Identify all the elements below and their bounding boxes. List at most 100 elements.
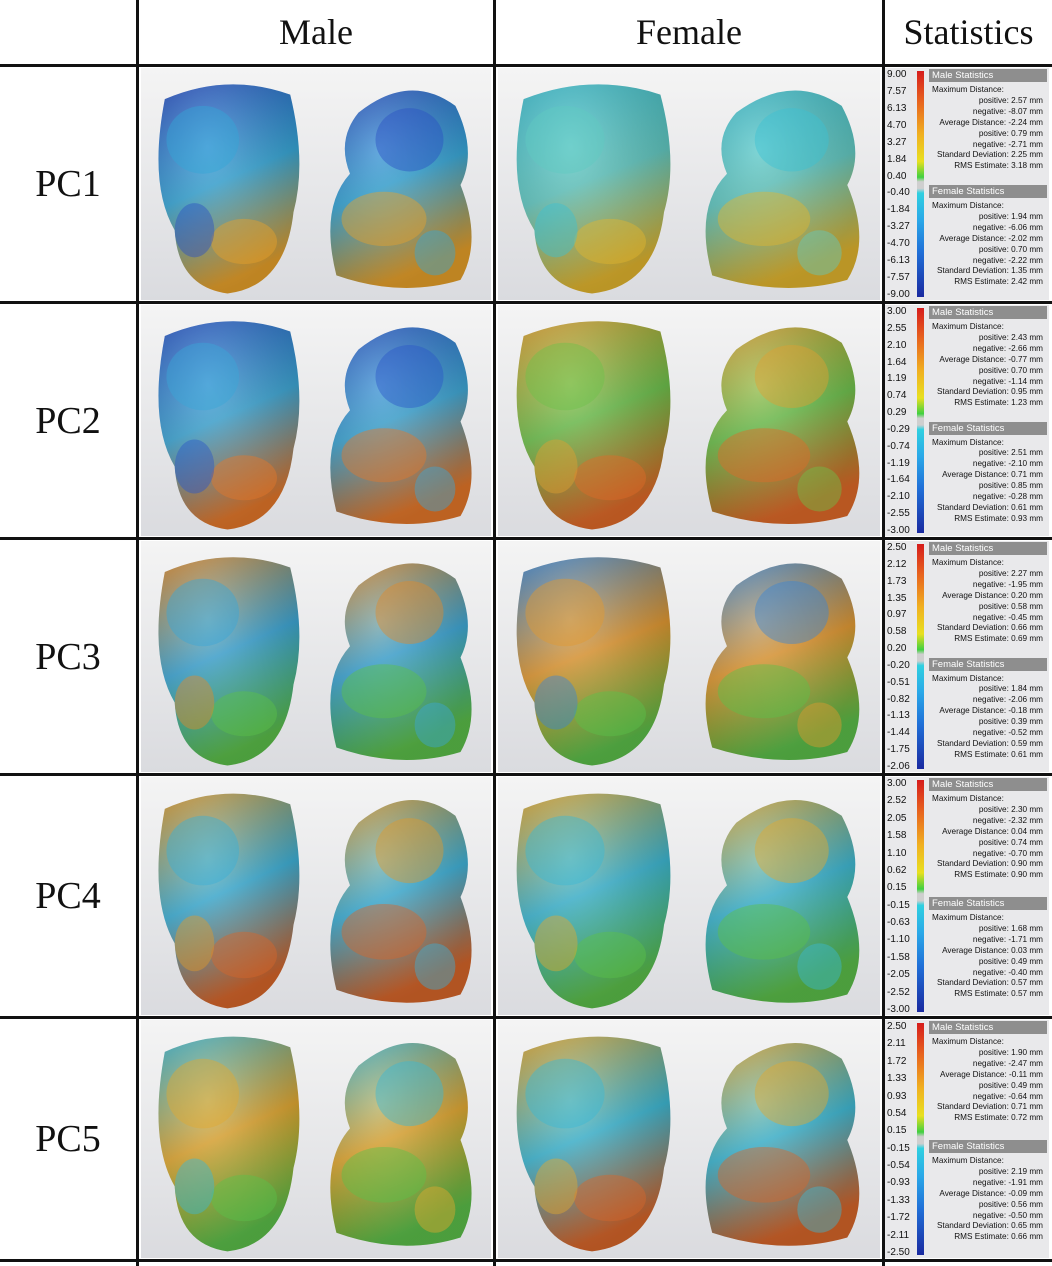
statistics-panel: 9.00 7.57 6.13 4.70 3.27 1.84 0.40 -0.40 -1.84 -3…: [885, 68, 1049, 300]
scale-tick: -4.70: [887, 238, 910, 250]
female-bone-view-front: [516, 84, 671, 294]
scale-tick: -0.40: [887, 187, 910, 199]
max-positive: positive: 2.51 mm: [978, 448, 1043, 458]
avg-negative: negative: -0.40 mm: [972, 967, 1043, 977]
rms-estimate: RMS Estimate: 0.90 mm: [954, 870, 1043, 880]
scale-tick: 0.74: [887, 390, 907, 402]
max-negative: negative: -2.32 mm: [972, 815, 1043, 825]
rms-estimate: RMS Estimate: 0.66 mm: [954, 1232, 1043, 1242]
male-bone-view-side: [330, 563, 472, 760]
scale-tick: 1.72: [887, 1055, 907, 1067]
scale-tick: -1.33: [887, 1194, 910, 1206]
standard-deviation: Standard Deviation: 0.95 mm: [936, 387, 1043, 397]
max-positive: positive: 2.43 mm: [978, 332, 1043, 342]
scale-tick: -2.06: [887, 761, 910, 772]
standard-deviation: Standard Deviation: 0.66 mm: [936, 623, 1043, 633]
scale-tick: -2.05: [887, 969, 910, 981]
row-label: PC5: [35, 1118, 101, 1160]
male-bone-view-front: [158, 1036, 300, 1252]
average-distance: Average Distance: 0.20 mm: [942, 590, 1043, 600]
scale-tick: 0.62: [887, 864, 907, 876]
color-scale-bar: [917, 780, 924, 1012]
male-render: [141, 68, 491, 300]
standard-deviation: Standard Deviation: 0.57 mm: [936, 978, 1043, 988]
avg-negative: negative: -0.52 mm: [972, 728, 1043, 738]
female-render: [498, 1020, 880, 1258]
maximum-distance-label: Maximum Distance:: [932, 322, 1004, 331]
average-distance: Average Distance: -2.02 mm: [939, 233, 1043, 243]
scale-tick: -1.13: [887, 710, 910, 722]
avg-positive: positive: 0.39 mm: [978, 717, 1043, 727]
female-statistics: Female Statistics Maximum Distance: positi…: [929, 657, 1047, 761]
scale-tick: 0.29: [887, 407, 907, 419]
scale-tick: 1.19: [887, 373, 907, 385]
max-negative: negative: -2.10 mm: [972, 459, 1043, 469]
color-scale-labels: 9.00 7.57 6.13 4.70 3.27 1.84 0.40 -0.40 -1.84 -3…: [885, 68, 913, 300]
scale-tick: 2.11: [887, 1038, 906, 1050]
female-render: [498, 541, 880, 772]
average-distance: Average Distance: -0.09 mm: [939, 1188, 1043, 1198]
avg-negative: negative: -2.22 mm: [972, 255, 1043, 265]
scale-tick: 1.35: [887, 592, 907, 604]
scale-tick: 2.10: [887, 339, 907, 351]
avg-positive: positive: 0.79 mm: [978, 128, 1043, 138]
avg-negative: negative: -0.28 mm: [972, 492, 1043, 502]
scale-tick: 0.15: [887, 882, 907, 894]
male-render: [141, 1020, 491, 1258]
rms-estimate: RMS Estimate: 1.23 mm: [954, 398, 1043, 408]
grid-hline-2: [0, 537, 1052, 540]
male-bone-view-front: [158, 84, 300, 294]
color-scale-labels: 2.50 2.11 1.72 1.33 0.93 0.54 0.15 -0.15 -0.54 -0…: [885, 1020, 913, 1258]
avg-positive: positive: 0.85 mm: [978, 481, 1043, 491]
color-scale-labels: 3.00 2.55 2.10 1.64 1.19 0.74 0.29 -0.29 -0.74 -1…: [885, 305, 913, 536]
scale-tick: -9.00: [887, 289, 910, 300]
scale-tick: -1.58: [887, 951, 910, 963]
rms-estimate: RMS Estimate: 0.61 mm: [954, 749, 1043, 759]
maximum-distance-label: Maximum Distance:: [932, 558, 1004, 567]
max-positive: positive: 1.90 mm: [978, 1047, 1043, 1057]
scale-tick: 1.33: [887, 1073, 907, 1085]
female-statistics: Female Statistics Maximum Distance: positi…: [929, 1140, 1047, 1243]
grid-hline-1: [0, 301, 1052, 304]
male-bone-view-front: [158, 557, 300, 766]
male-statistics: Male Statistics Maximum Distance: positive…: [929, 778, 1047, 881]
scale-tick: 2.50: [887, 542, 907, 553]
standard-deviation: Standard Deviation: 0.61 mm: [936, 502, 1043, 512]
maximum-distance-label: Maximum Distance:: [932, 1037, 1004, 1046]
female-statistics: Female Statistics Maximum Distance: positi…: [929, 897, 1047, 1000]
avg-positive: positive: 0.58 mm: [978, 601, 1043, 611]
female-statistics-title: Female Statistics: [929, 185, 1047, 198]
max-negative: negative: -2.47 mm: [972, 1058, 1043, 1068]
avg-positive: positive: 0.49 mm: [978, 956, 1043, 966]
scale-tick: -1.72: [887, 1212, 910, 1224]
grid-vline-3: [882, 0, 885, 1266]
female-bone-view-side: [705, 799, 860, 1003]
scale-tick: 2.52: [887, 795, 907, 807]
scale-tick: -7.57: [887, 272, 910, 284]
rms-estimate: RMS Estimate: 0.72 mm: [954, 1113, 1043, 1123]
male-bone-view-side: [330, 90, 472, 288]
scale-tick: -0.93: [887, 1177, 910, 1189]
scale-tick: 0.20: [887, 643, 907, 655]
max-negative: negative: -2.66 mm: [972, 343, 1043, 353]
header-male: Male: [279, 12, 353, 52]
header-statistics: Statistics: [903, 12, 1034, 52]
max-positive: positive: 2.30 mm: [978, 804, 1043, 814]
male-statistics-title: Male Statistics: [929, 542, 1047, 555]
grid-vline-1: [136, 0, 139, 1266]
scale-tick: 0.97: [887, 609, 907, 621]
maximum-distance-label: Maximum Distance:: [932, 201, 1004, 210]
maximum-distance-label: Maximum Distance:: [932, 673, 1004, 683]
female-bone-view-side: [705, 1042, 860, 1246]
female-bone-view-front: [516, 793, 671, 1009]
scale-tick: -0.20: [887, 659, 910, 671]
scale-tick: -2.50: [887, 1247, 910, 1258]
color-scale-bar: [917, 308, 924, 533]
male-bone-view-front: [158, 321, 300, 530]
statistics-panel: 2.50 2.12 1.73 1.35 0.97 0.58 0.20 -0.20 -0.51 -0…: [885, 541, 1049, 772]
female-statistics: Female Statistics Maximum Distance: positi…: [929, 421, 1047, 525]
scale-tick: 1.64: [887, 356, 907, 368]
grid-hline-4: [0, 1016, 1052, 1019]
maximum-distance-label: Maximum Distance:: [932, 794, 1004, 803]
scale-tick: -1.64: [887, 474, 910, 486]
